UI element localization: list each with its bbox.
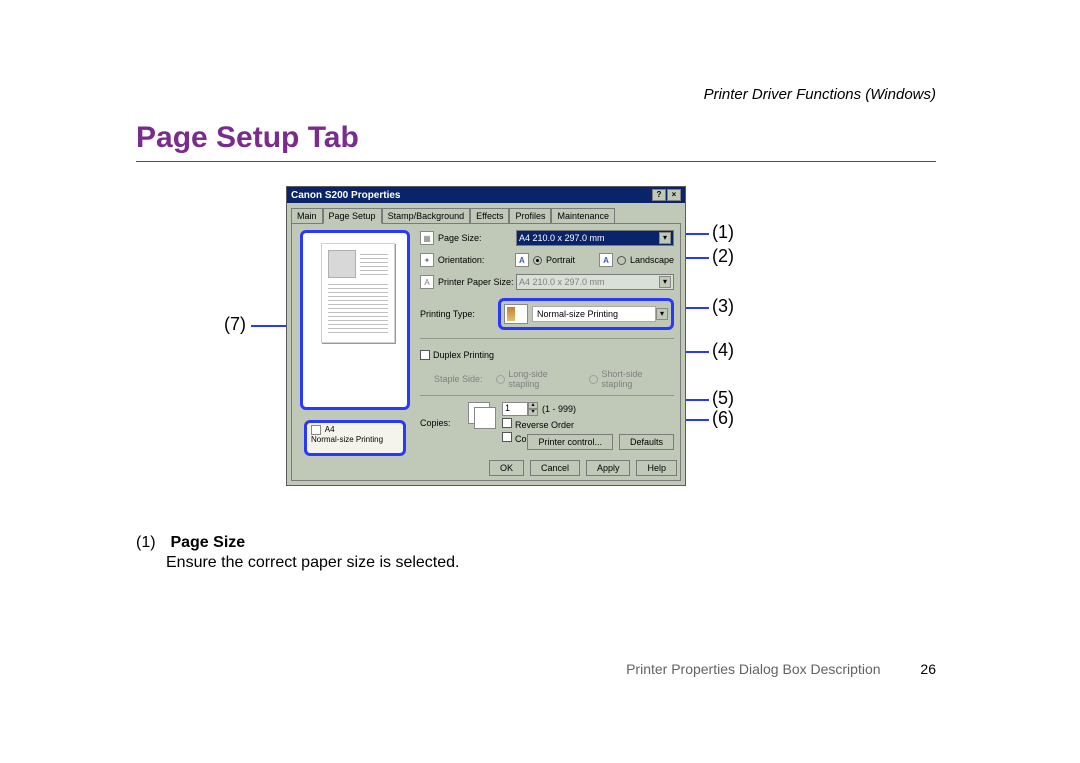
help-button[interactable]: Help [636, 460, 677, 476]
reverse-order-label: Reverse Order [515, 420, 574, 430]
orientation-icon: ✦ [420, 253, 434, 267]
copies-range: (1 - 999) [542, 404, 576, 414]
ok-button[interactable]: OK [489, 460, 524, 476]
landscape-radio[interactable] [617, 256, 626, 265]
tab-page-setup[interactable]: Page Setup [323, 208, 382, 224]
dialog-title: Canon S200 Properties [291, 190, 652, 201]
page-size-icon: ▦ [420, 231, 434, 245]
preview-info-icon [311, 425, 321, 435]
dropdown-arrow-icon: ▾ [659, 232, 671, 244]
page-size-dropdown[interactable]: A4 210.0 x 297.0 mm ▾ [516, 230, 674, 246]
preview-page-thumb [321, 243, 395, 343]
copies-spinner[interactable]: 1 ▴▾ [502, 402, 538, 416]
page-preview [300, 230, 410, 410]
portrait-radio[interactable] [533, 256, 542, 265]
tab-main[interactable]: Main [291, 208, 323, 224]
printer-control-button[interactable]: Printer control... [527, 434, 613, 450]
footer-page-number: 26 [920, 661, 936, 677]
apply-button[interactable]: Apply [586, 460, 631, 476]
page-header-right: Printer Driver Functions (Windows) [136, 86, 936, 103]
spin-up-icon[interactable]: ▴ [528, 402, 538, 409]
callout-1-num: (1) [712, 222, 734, 243]
landscape-icon: A [599, 253, 613, 267]
footer-text: Printer Properties Dialog Box Descriptio… [626, 661, 880, 677]
portrait-icon: A [515, 253, 529, 267]
duplex-checkbox[interactable] [420, 350, 430, 360]
callout-7-num: (7) [224, 314, 246, 335]
close-titlebar-button[interactable]: × [667, 189, 681, 201]
cancel-button[interactable]: Cancel [530, 460, 580, 476]
dialog-titlebar[interactable]: Canon S200 Properties ? × [287, 187, 685, 203]
tab-maintenance[interactable]: Maintenance [551, 208, 615, 224]
defaults-button[interactable]: Defaults [619, 434, 674, 450]
copies-value[interactable]: 1 [502, 402, 528, 416]
callout-3-num: (3) [712, 296, 734, 317]
printer-paper-dropdown[interactable]: A4 210.0 x 297.0 mm ▾ [516, 274, 674, 290]
preview-info-box: A4 Normal-size Printing [304, 420, 406, 456]
desc-term: Page Size [170, 534, 245, 551]
printing-type-value: Normal-size Printing [532, 306, 656, 322]
orientation-label: Orientation: [438, 255, 515, 265]
short-side-label: Short-side stapling [601, 369, 674, 389]
description-block: (1) Page Size Ensure the correct paper s… [136, 534, 936, 572]
copies-label: Copies: [420, 418, 468, 428]
preview-info-line2: Normal-size Printing [311, 435, 383, 444]
tab-stamp-background[interactable]: Stamp/Background [382, 208, 471, 224]
tab-effects[interactable]: Effects [470, 208, 509, 224]
page-size-value: A4 210.0 x 297.0 mm [519, 233, 605, 243]
settings-area: ▦ Page Size: A4 210.0 x 297.0 mm ▾ ✦ Ori… [420, 230, 674, 450]
long-side-radio [496, 375, 505, 384]
desc-num: (1) [136, 534, 166, 552]
spin-down-icon[interactable]: ▾ [528, 409, 538, 416]
callout-6-num: (6) [712, 408, 734, 429]
collate-checkbox[interactable] [502, 432, 512, 442]
dropdown-arrow-icon: ▾ [659, 276, 671, 288]
preview-info-line1: A4 [325, 425, 335, 434]
desc-body: Ensure the correct paper size is selecte… [166, 554, 936, 572]
properties-dialog: Canon S200 Properties ? × Main Page Setu… [286, 186, 686, 486]
printer-paper-value: A4 210.0 x 297.0 mm [519, 277, 605, 287]
tab-profiles[interactable]: Profiles [509, 208, 551, 224]
dialog-figure: (7) (1) (2) (3) (4) (5) (6) Canon S200 P… [136, 186, 936, 526]
printing-type-label: Printing Type: [420, 309, 498, 319]
printer-paper-icon: A [420, 275, 434, 289]
callout-4-num: (4) [712, 340, 734, 361]
page-footer: Printer Properties Dialog Box Descriptio… [136, 661, 936, 677]
copies-icon [468, 402, 496, 428]
duplex-label: Duplex Printing [433, 350, 494, 360]
page-size-label: Page Size: [438, 233, 516, 243]
callout-5-num: (5) [712, 388, 734, 409]
portrait-label: Portrait [546, 255, 575, 265]
callout-2-num: (2) [712, 246, 734, 267]
landscape-label: Landscape [630, 255, 674, 265]
printing-type-box[interactable]: Normal-size Printing ▾ [498, 298, 674, 330]
printing-type-icon [504, 304, 528, 324]
tab-panel: A4 Normal-size Printing ▦ Page Size: A4 … [291, 223, 681, 481]
long-side-label: Long-side stapling [508, 369, 579, 389]
short-side-radio [589, 375, 598, 384]
help-titlebar-button[interactable]: ? [652, 189, 666, 201]
title-underline [136, 161, 936, 162]
dropdown-arrow-icon: ▾ [656, 308, 668, 320]
reverse-order-checkbox[interactable] [502, 418, 512, 428]
dialog-tabs: Main Page Setup Stamp/Background Effects… [287, 203, 685, 223]
page-title: Page Setup Tab [136, 121, 936, 155]
staple-side-label: Staple Side: [434, 374, 496, 384]
printer-paper-label: Printer Paper Size: [438, 277, 516, 287]
